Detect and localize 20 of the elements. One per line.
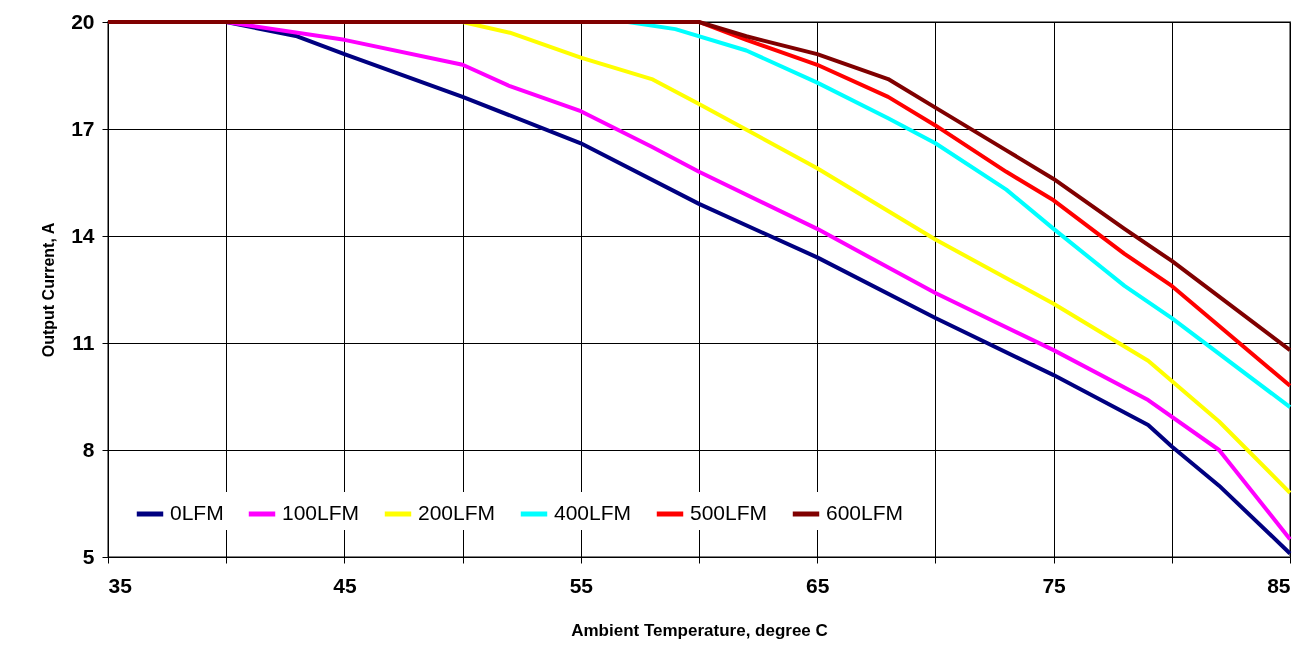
legend-label: 400LFM xyxy=(554,501,632,524)
x-tick-label: 65 xyxy=(806,573,830,597)
legend-label: 600LFM xyxy=(826,501,904,524)
y-tick-label: 8 xyxy=(82,437,95,461)
y-axis-title: Output Current, A xyxy=(40,222,58,358)
x-tick-label: 85 xyxy=(1267,573,1291,597)
legend-label: 100LFM xyxy=(282,501,360,524)
y-tick-label: 20 xyxy=(71,9,95,33)
legend-label: 0LFM xyxy=(170,501,224,524)
x-tick-label: 35 xyxy=(108,573,133,597)
x-axis-title: Ambient Temperature, degree C xyxy=(571,620,828,640)
y-tick-label: 17 xyxy=(71,116,95,140)
y-tick-label: 11 xyxy=(72,330,95,354)
x-tick-label: 75 xyxy=(1042,573,1067,597)
y-tick-label: 14 xyxy=(71,223,95,247)
legend-label: 200LFM xyxy=(418,501,496,524)
legend-label: 500LFM xyxy=(690,501,768,524)
y-tick-label: 5 xyxy=(82,544,95,568)
x-tick-label: 55 xyxy=(569,573,594,597)
x-tick-label: 45 xyxy=(333,573,357,597)
